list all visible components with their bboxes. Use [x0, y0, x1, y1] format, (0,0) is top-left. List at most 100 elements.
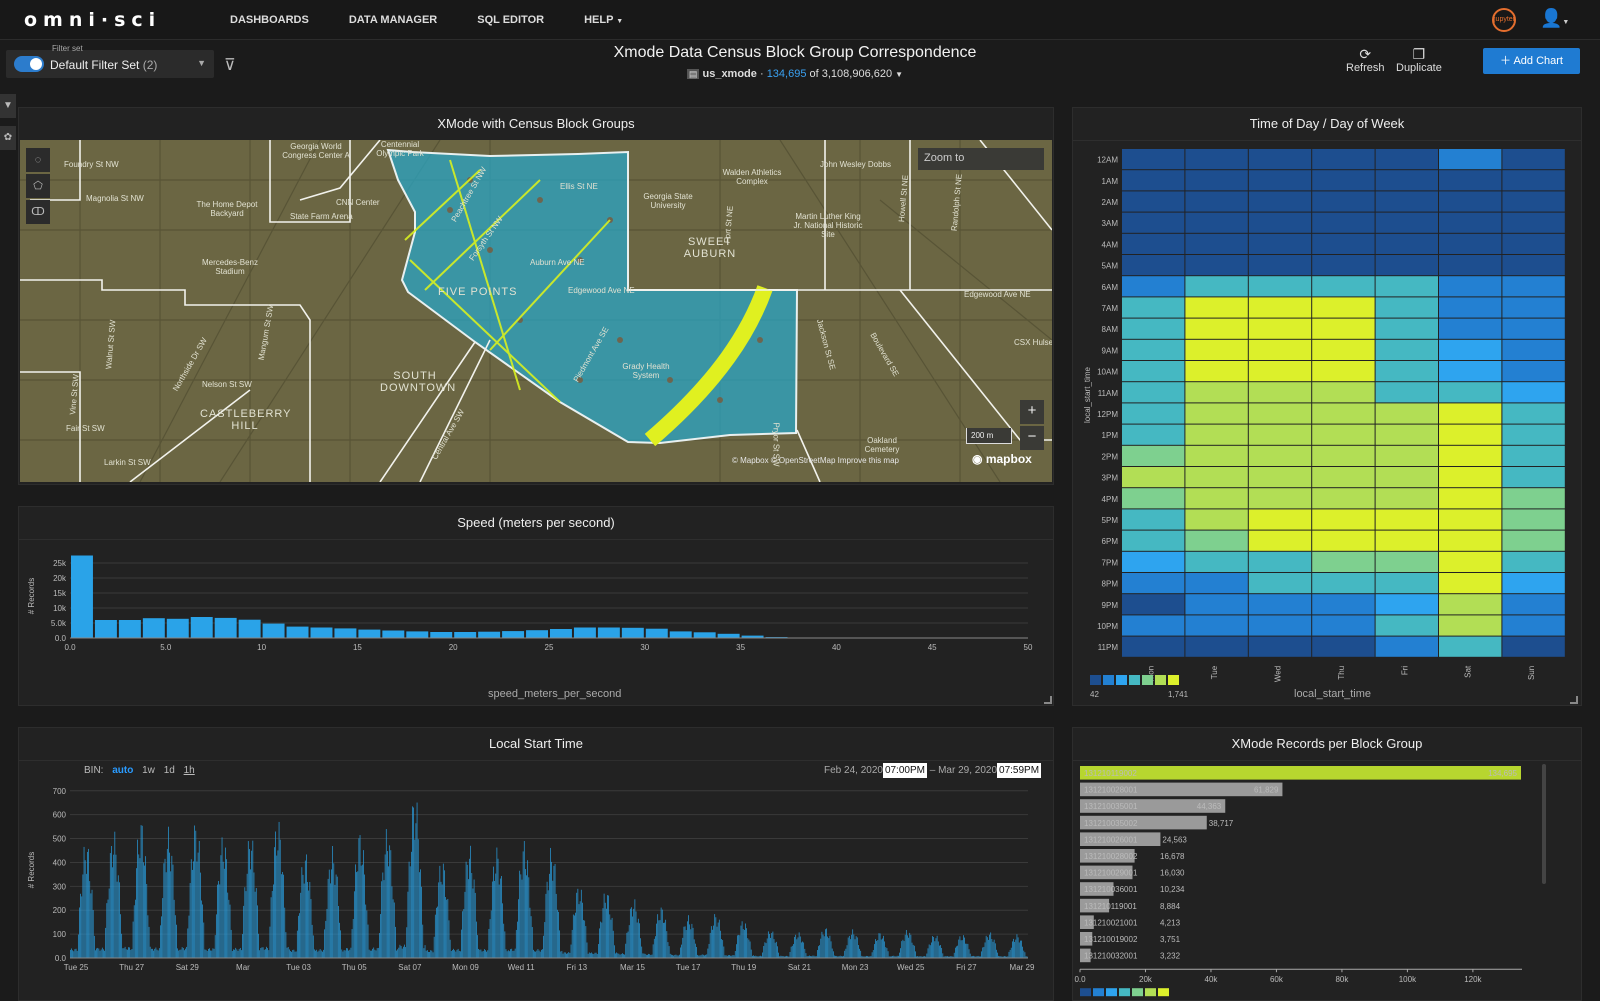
time-bar	[117, 875, 119, 958]
time-bar	[699, 955, 701, 958]
lasso-select-tool[interactable]: ↀ	[26, 200, 50, 224]
heatmap-chart[interactable]: 12AM 1AM 2AM 3AM 4AM 5AM 6AM 7AM 8AM 9AM 10AM 11AM 1…	[1072, 145, 1582, 705]
legend-swatch	[1116, 675, 1127, 685]
nav-help[interactable]: HELP ▼	[564, 0, 643, 40]
histogram-bar	[669, 631, 692, 638]
time-bar	[155, 947, 157, 958]
mapbox-logo[interactable]: ◉ mapbox	[972, 452, 1032, 466]
time-bar	[572, 914, 574, 958]
time-bar	[506, 951, 508, 958]
user-menu[interactable]: 👤▼	[1540, 8, 1576, 32]
heatmap-cell	[1122, 445, 1185, 466]
range-start-time[interactable]: 07:00PM	[882, 763, 927, 778]
time-bar	[854, 939, 856, 958]
time-bar	[70, 949, 71, 958]
speed-panel: Speed (meters per second)	[18, 506, 1054, 706]
jupyter-icon[interactable]: jupyter	[1492, 8, 1516, 32]
map-scale: 200 m	[966, 428, 1012, 444]
x-tick-label: 60k	[1270, 975, 1284, 984]
time-bar	[442, 863, 444, 958]
time-bar	[702, 954, 704, 958]
time-bar	[874, 944, 875, 958]
add-chart-button[interactable]: ＋ Add Chart	[1483, 48, 1580, 74]
time-bar	[989, 934, 990, 958]
time-bar	[660, 907, 662, 958]
dashboard-title[interactable]: Xmode Data Census Block Group Correspond…	[613, 44, 977, 61]
nav-sql-editor[interactable]: SQL EDITOR	[477, 14, 545, 26]
map-attribution[interactable]: © Mapbox © OpenStreetMap Improve this ma…	[732, 456, 899, 465]
heatmap-cell	[1375, 149, 1438, 170]
heatmap-cell	[1375, 445, 1438, 466]
bin-auto[interactable]: auto	[112, 765, 134, 776]
bin-1d[interactable]: 1d	[163, 765, 175, 776]
connector-highway	[644, 285, 773, 447]
range-end-time[interactable]: 07:59PM	[997, 763, 1042, 778]
legend-swatch	[1132, 988, 1143, 997]
time-bar	[259, 950, 261, 958]
time-bar	[325, 920, 327, 958]
range-end-date[interactable]: Mar 29, 2020	[938, 765, 998, 776]
heatmap-cell	[1185, 636, 1248, 657]
map-view[interactable]: Foundry St NW Magnolia St NW The Home De…	[20, 140, 1052, 482]
bin-1w[interactable]: 1w	[142, 765, 155, 776]
dashboard-source: ▤ us_xmode · 134,695 of 3,108,906,620 ▼	[686, 68, 904, 80]
time-bar	[778, 952, 779, 958]
x-tick-label: 30	[640, 643, 649, 652]
time-bar	[318, 950, 320, 958]
heatmap-cell	[1248, 382, 1312, 403]
duplicate-button[interactable]: ❐ Duplicate	[1396, 46, 1442, 74]
time-bar	[358, 838, 360, 958]
time-bar	[830, 941, 832, 958]
source-table[interactable]: us_xmode	[702, 68, 757, 80]
time-bar	[437, 906, 438, 958]
refresh-button[interactable]: ⟳ Refresh	[1346, 46, 1385, 74]
zoom-in-button[interactable]: +	[1020, 400, 1044, 424]
resize-handle[interactable]	[1044, 696, 1052, 704]
time-bar	[495, 873, 497, 958]
chevron-down-icon[interactable]: ▼	[895, 70, 904, 79]
resize-handle[interactable]	[1570, 696, 1578, 704]
time-bar	[568, 952, 570, 958]
heatmap-cell	[1185, 339, 1248, 360]
time-bar	[742, 929, 744, 958]
range-start-date[interactable]: Feb 24, 2020	[824, 765, 883, 776]
y-tick-label: 3PM	[1102, 474, 1119, 483]
row-category-label: 131210119001	[1084, 902, 1137, 911]
blockgroup-chart[interactable]: 131210119002 134,695 131210028001 61,829 131…	[1072, 764, 1582, 1000]
time-bar	[408, 861, 410, 958]
heatmap-cell	[1312, 149, 1375, 170]
filter-panel-tab[interactable]: ▼	[0, 94, 16, 118]
clear-filters-icon[interactable]: ⊽	[224, 57, 236, 74]
nav-dashboards[interactable]: DASHBOARDS	[230, 14, 309, 26]
nav-data-manager[interactable]: DATA MANAGER	[348, 14, 438, 26]
time-bar	[595, 952, 597, 958]
time-bar	[384, 854, 386, 958]
legend-swatch	[1119, 988, 1130, 997]
speed-chart[interactable]: 0.0 5.0k 10k 15k 20k 25k 0.0 5.0 10 15 20 25 30 35 40 4…	[18, 550, 1054, 702]
time-bar	[1007, 956, 1009, 958]
heatmap-cell	[1375, 255, 1438, 276]
heatmap-cell	[1185, 212, 1248, 233]
time-bar	[864, 956, 866, 958]
time-bar	[245, 891, 247, 958]
omnisci-logo[interactable]: omni·sci	[24, 9, 162, 31]
time-bar	[812, 955, 814, 958]
time-bar	[501, 875, 502, 958]
bin-1h[interactable]: 1h	[183, 765, 195, 776]
time-bar	[882, 938, 883, 958]
heatmap-cell	[1185, 361, 1248, 382]
time-bar	[820, 938, 822, 958]
theme-panel-tab[interactable]: ✿	[0, 126, 16, 150]
heatmap-cell	[1502, 318, 1565, 339]
y-tick-label: 200	[53, 906, 67, 915]
time-chart[interactable]: 0.0 100 200 300 400 500 600 700 Tue 25 Thu 27 Sat …	[18, 780, 1054, 985]
lasso-circle-tool[interactable]: ◌	[26, 148, 50, 172]
heatmap-cell	[1122, 636, 1185, 657]
filter-set-toggle[interactable]	[14, 56, 44, 72]
filter-set-selector[interactable]: Filter set Default Filter Set (2) ▼	[6, 44, 214, 78]
zoom-out-button[interactable]: −	[1020, 426, 1044, 450]
heatmap-cell	[1248, 191, 1312, 212]
polygon-select-tool[interactable]: ⬠	[26, 174, 50, 198]
zoom-to-input[interactable]: Zoom to	[918, 148, 1044, 170]
time-bar	[357, 871, 359, 958]
